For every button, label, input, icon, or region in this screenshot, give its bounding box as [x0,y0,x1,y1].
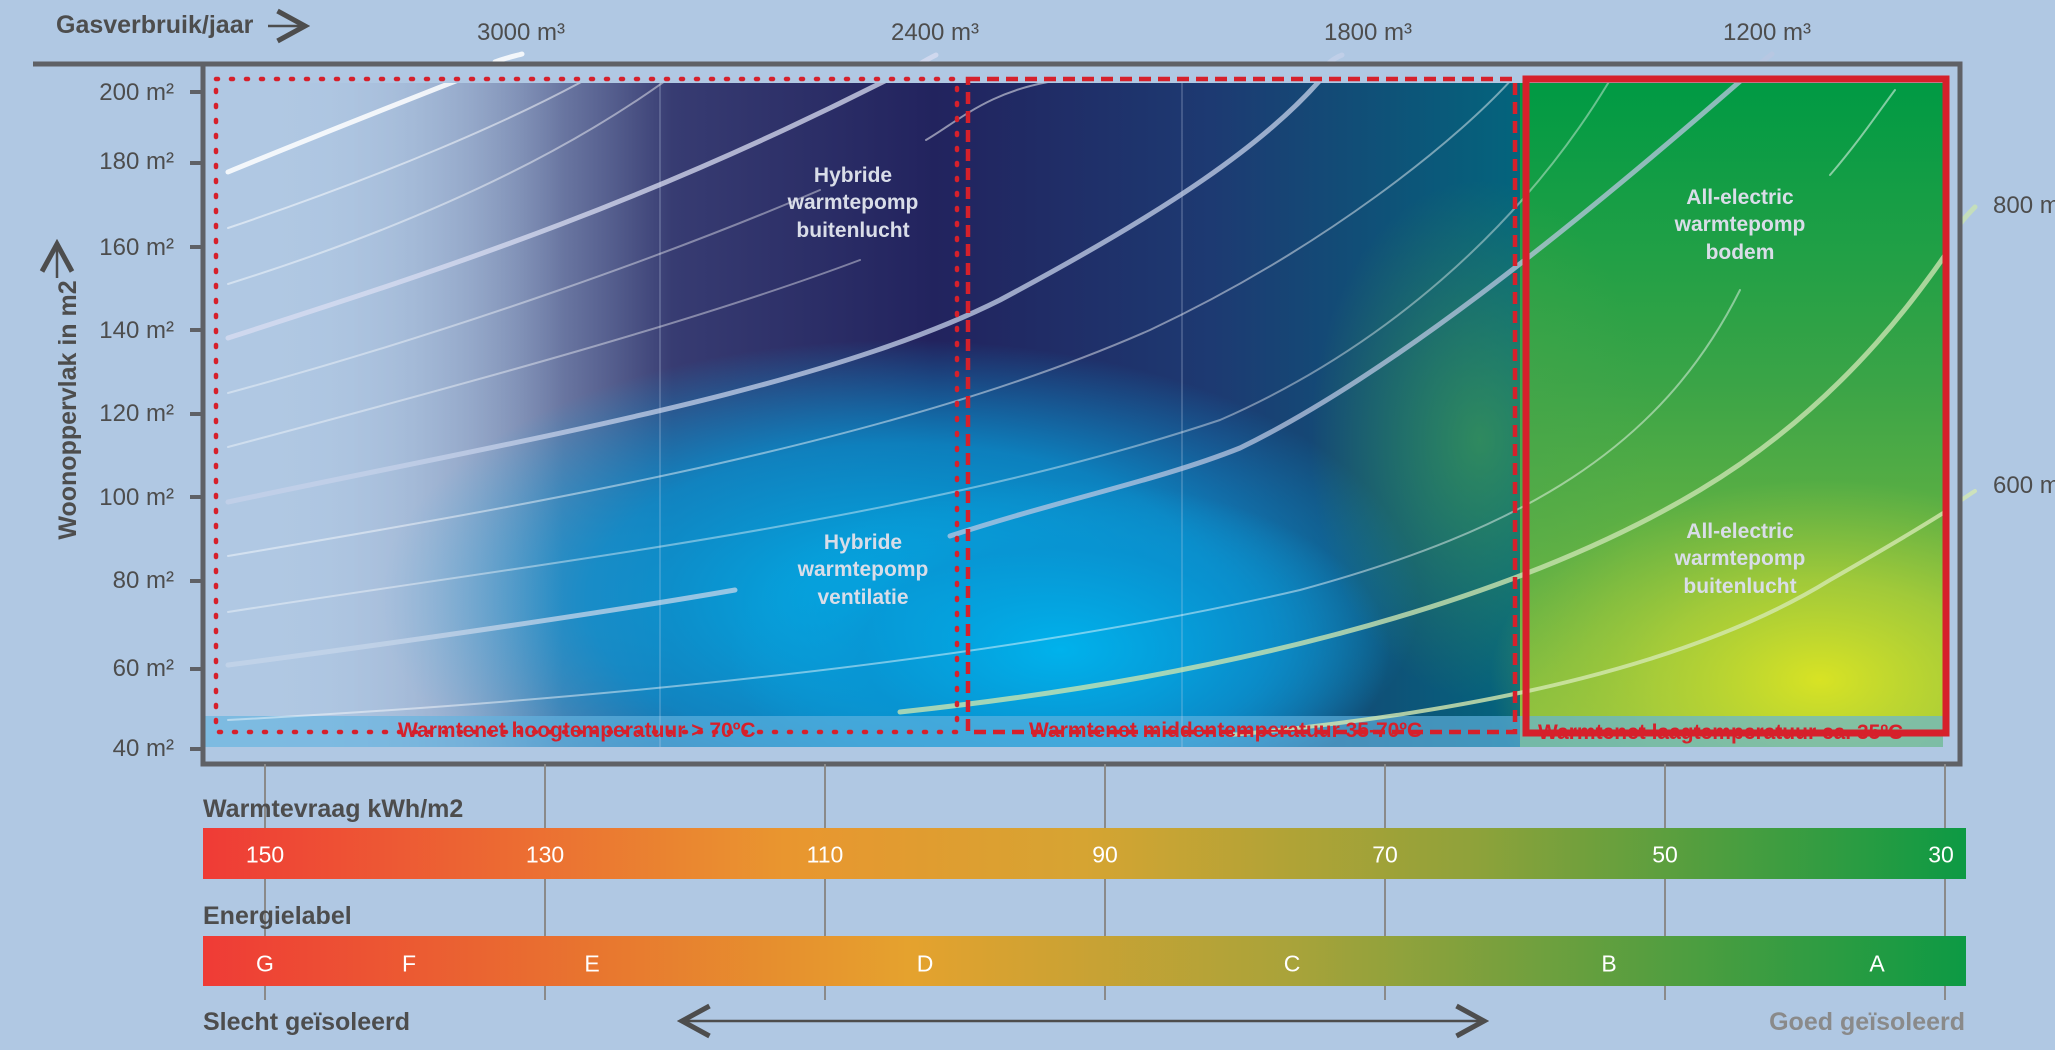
gas-usage-curve [227,189,821,394]
x-axis-title: Gasverbruik/jaar [56,11,254,39]
heat-demand-title: Warmtevraag kWh/m2 [203,795,464,823]
gas-usage-curve [225,587,738,668]
energy-label-letter: A [1869,950,1885,977]
gas-usage-curve [227,83,1610,613]
energy-label-letter: F [401,950,417,977]
energy-label-letter: E [584,950,600,977]
region-all-electric-ground: All-electric warmtepomp bodem [1674,186,1806,264]
heat-network-low-region [1522,75,1950,737]
gas-label-600: 600 m [1993,472,2055,499]
gas-usage-curve [1228,510,1943,737]
energy-label-letter: C [1283,950,1301,977]
energy-label-title: Energielabel [203,902,352,930]
y-tick-label: 40 m² [112,735,174,762]
gas-usage-curve [225,83,458,175]
y-tick-label: 80 m² [112,567,174,594]
gas-usage-curve [1829,89,1896,176]
energy-label-letter: G [256,950,274,977]
gas-usage-curve [897,253,1943,715]
y-tick-label: 160 m² [99,234,174,261]
gas-usage-curve [227,289,1741,721]
heat-network-high-label: Warmtenet hoogtemperatuur > 70ºC [398,719,756,742]
heat-demand-bar [203,828,1966,879]
gas-usage-curve [227,83,582,229]
heat-network-low-label: Warmtenet laagtemperatuur ca. 35ºC [1538,721,1904,744]
plot-background [203,83,1943,747]
gas-usage-curve [947,83,1742,539]
gas-label-1800: 1800 m³ [1323,19,1413,46]
y-tick-label: 200 m² [99,79,174,106]
gas-usage-curve [227,83,664,285]
gas-label-1200: 1200 m³ [1722,19,1812,46]
region-all-electric-outdoor: All-electric warmtepomp buitenlucht [1674,520,1806,598]
heat-demand-value: 30 [1928,841,1954,868]
y-tick-marks [190,90,203,751]
gas-usage-curve [492,51,525,65]
gas-usage-curve [225,83,887,341]
heat-demand-value: 70 [1372,841,1398,868]
gas-usage-curves [225,83,1943,737]
heat-network-high-region [213,76,960,735]
gas-usage-curve [925,83,1049,141]
y-tick-label: 140 m² [99,317,174,344]
y-tick-label: 100 m² [99,484,174,511]
heat-demand-value: 110 [806,841,844,868]
heat-demand-value: 150 [245,841,285,868]
gas-label-3000: 3000 m³ [476,19,566,46]
region-hybrid-outdoor: Hybride warmtepomp buitenlucht [787,164,919,242]
gas-usage-curve [227,259,861,448]
heat-demand-value: 130 [525,841,565,868]
heat-network-mid-label: Warmtenet middentemperatuur 35-70ºC [1029,719,1423,742]
y-tick-label: 120 m² [99,400,174,427]
scale-gridlines [264,764,1946,1000]
region-hybrid-ventilation: Hybride warmtepomp ventilatie [797,531,929,609]
heat-demand-value: 90 [1092,841,1118,868]
y-tick-label: 180 m² [99,148,174,175]
heat-network-mid-region [965,76,1518,735]
footer-poorly-insulated: Slecht geïsoleerd [203,1008,411,1036]
gas-label-800: 800 m [1993,192,2055,219]
energy-label-letter: D [916,950,934,977]
energy-label-letter: B [1601,950,1617,977]
footer-well-insulated: Goed geïsoleerd [1769,1008,1965,1036]
gas-usage-curve [225,83,1321,505]
y-tick-label: 60 m² [112,655,174,682]
gas-usage-curve [227,83,1510,557]
gas-label-2400: 2400 m³ [890,19,980,46]
heat-demand-value: 50 [1652,841,1678,868]
energy-label-bar [203,936,1966,986]
